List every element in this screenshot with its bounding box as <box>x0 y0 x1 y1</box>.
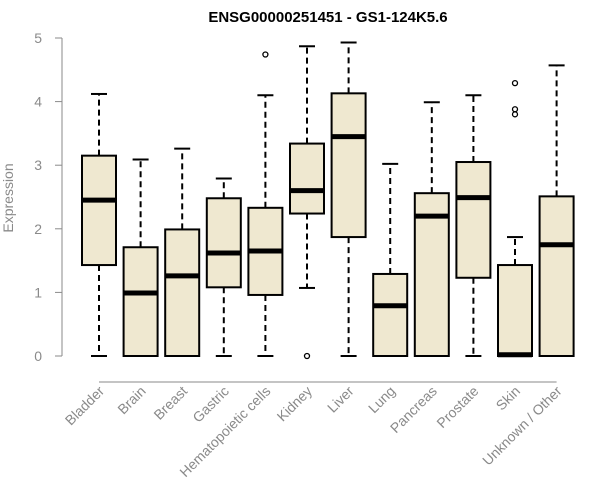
x-tick-label: Prostate <box>433 383 481 431</box>
box-pancreas <box>413 101 450 357</box>
x-tick-label: Breast <box>150 383 190 423</box>
box-iqr <box>372 272 409 357</box>
boxes <box>81 41 575 360</box>
box-prostate <box>455 94 492 357</box>
box-iqr <box>122 246 159 357</box>
outlier-point <box>303 352 311 360</box>
chart-title: ENSG00000251451 - GS1-124K5.6 <box>208 9 447 26</box>
box-brain <box>122 158 159 357</box>
box-iqr <box>413 192 450 357</box>
box-iqr <box>455 161 492 279</box>
box-iqr <box>164 228 201 358</box>
y-tick-label: 2 <box>34 221 42 237</box>
box-iqr <box>81 154 117 267</box>
box-gastric <box>205 177 242 357</box>
box-liver <box>330 41 367 357</box>
box-bladder <box>81 92 117 357</box>
outlier-point <box>511 111 519 118</box>
y-tick-label: 3 <box>34 157 42 173</box>
x-tick-label: Kidney <box>274 383 316 425</box>
x-tick-label: Brain <box>114 383 148 417</box>
outlier-point <box>511 106 519 113</box>
outlier-point <box>511 80 519 87</box>
outlier-point <box>262 51 269 58</box>
x-tick-label: Liver <box>324 383 357 416</box>
box-iqr <box>289 142 325 215</box>
axes: 0 1 2 3 4 5 <box>34 30 557 383</box>
box-lung <box>372 162 409 357</box>
y-tick-label: 1 <box>34 284 42 300</box>
x-tick-label: Bladder <box>62 383 108 429</box>
x-tick-label: Skin <box>493 383 524 414</box>
box-iqr <box>538 195 575 357</box>
box-unknown-other <box>538 64 575 357</box>
box-skin <box>497 80 533 358</box>
box-iqr <box>330 92 367 239</box>
y-tick-label: 4 <box>34 94 42 110</box>
box-iqr <box>205 197 242 289</box>
box-hematopoietic-cells <box>247 51 284 357</box>
box-kidney <box>289 45 325 360</box>
x-tick-label: Unknown / Other <box>479 383 565 469</box>
y-tick-label: 0 <box>34 348 42 364</box>
box-iqr <box>497 264 533 357</box>
y-tick-label: 5 <box>34 30 42 46</box>
y-axis-label: Expression <box>0 163 16 232</box>
x-tick-label: Lung <box>365 383 398 416</box>
box-breast <box>164 147 201 358</box>
